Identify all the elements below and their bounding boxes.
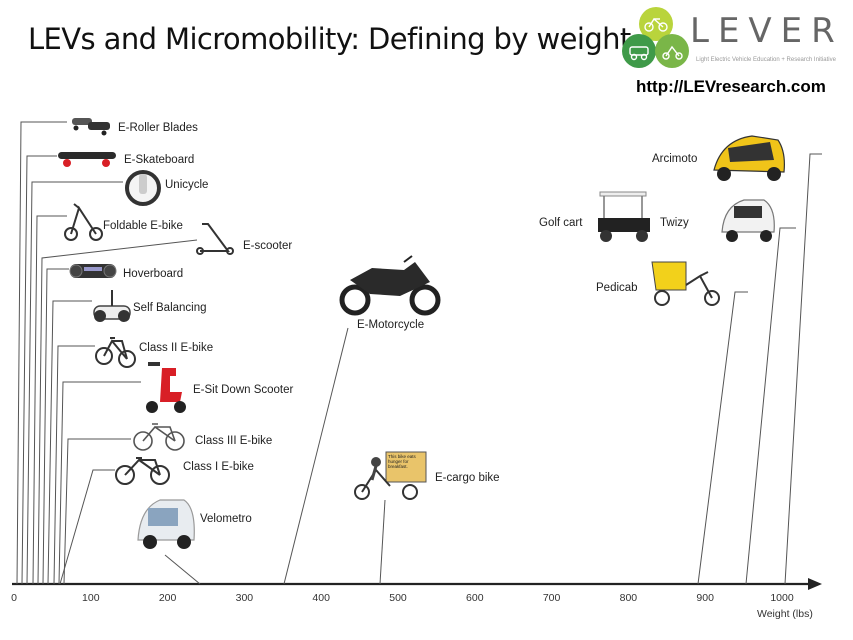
class3-bicycle-icon — [133, 423, 185, 451]
axis-tick-700: 700 — [543, 592, 561, 604]
hoverboard-icon — [69, 264, 117, 278]
unicycle-icon — [125, 170, 161, 206]
axis-tick-500: 500 — [389, 592, 407, 604]
axis-tick-labels: 0 100 200 300 400 500 600 700 800 900 1000 — [11, 592, 794, 604]
label-e-skateboard: E-Skateboard — [124, 154, 194, 166]
page-title: LEVs and Micromobility: Defining by weig… — [28, 22, 631, 56]
label-hoverboard: Hoverboard — [123, 268, 183, 280]
logo-wordmark: LEVER — [690, 11, 844, 51]
axis-tick-1000: 1000 — [770, 592, 794, 604]
cargo-bike-sign: This bike eats hunger for breakfast. — [388, 454, 416, 469]
motorcycle-icon — [339, 255, 441, 316]
three-wheeler-icon — [713, 135, 785, 181]
label-pedicab: Pedicab — [596, 282, 638, 294]
kick-scooter-icon — [196, 223, 234, 255]
lever-logo[interactable]: LEVER Light Electric Vehicle Education +… — [620, 5, 845, 77]
sit-scooter-icon — [146, 362, 186, 413]
label-e-cargo-bike: E-cargo bike — [435, 472, 500, 484]
microcar-icon — [721, 199, 775, 242]
label-velometro: Velometro — [200, 513, 252, 525]
logo-tagline: Light Electric Vehicle Education + Resea… — [696, 57, 836, 63]
axis-label: Weight (lbs) — [757, 608, 813, 620]
label-e-motorcycle: E-Motorcycle — [357, 319, 424, 331]
axis-tick-0: 0 — [11, 592, 17, 604]
label-e-scooter: E-scooter — [243, 240, 292, 252]
label-golf-cart: Golf cart — [539, 217, 583, 229]
velomobile-icon — [137, 499, 195, 549]
skateboard-icon — [58, 152, 116, 167]
label-arcimoto: Arcimoto — [652, 153, 697, 165]
label-class1-ebike: Class I E-bike — [183, 461, 254, 473]
label-unicycle: Unicycle — [165, 179, 208, 191]
axis-tick-600: 600 — [466, 592, 484, 604]
roller-blades-icon — [72, 118, 110, 136]
label-foldable-ebike: Foldable E-bike — [103, 220, 183, 232]
axis-tick-400: 400 — [312, 592, 330, 604]
lever-logo-icon — [622, 7, 689, 68]
axis-tick-900: 900 — [696, 592, 714, 604]
website-url-link[interactable]: http://LEVresearch.com — [636, 77, 826, 96]
foldable-ebike-icon — [64, 203, 103, 241]
axis-tick-300: 300 — [236, 592, 254, 604]
label-self-balancing: Self Balancing — [133, 302, 207, 314]
leader-lines — [16, 121, 822, 585]
label-sit-down-scooter: E-Sit Down Scooter — [193, 384, 294, 396]
axis-tick-100: 100 — [82, 592, 100, 604]
label-twizy: Twizy — [660, 217, 689, 229]
label-class3-ebike: Class III E-bike — [195, 435, 272, 447]
golf-cart-icon — [598, 191, 650, 242]
self-balancing-icon — [93, 290, 131, 322]
pedicab-icon — [651, 261, 720, 306]
class2-bicycle-icon — [95, 337, 136, 368]
label-e-roller-blades: E-Roller Blades — [118, 122, 198, 134]
axis-tick-800: 800 — [620, 592, 638, 604]
label-class2-ebike: Class II E-bike — [139, 342, 213, 354]
weight-axis: Weight (lbs) — [12, 578, 822, 620]
class1-bicycle-icon — [115, 457, 170, 485]
axis-tick-200: 200 — [159, 592, 177, 604]
cargo-bike-icon: This bike eats hunger for breakfast. — [354, 451, 427, 500]
